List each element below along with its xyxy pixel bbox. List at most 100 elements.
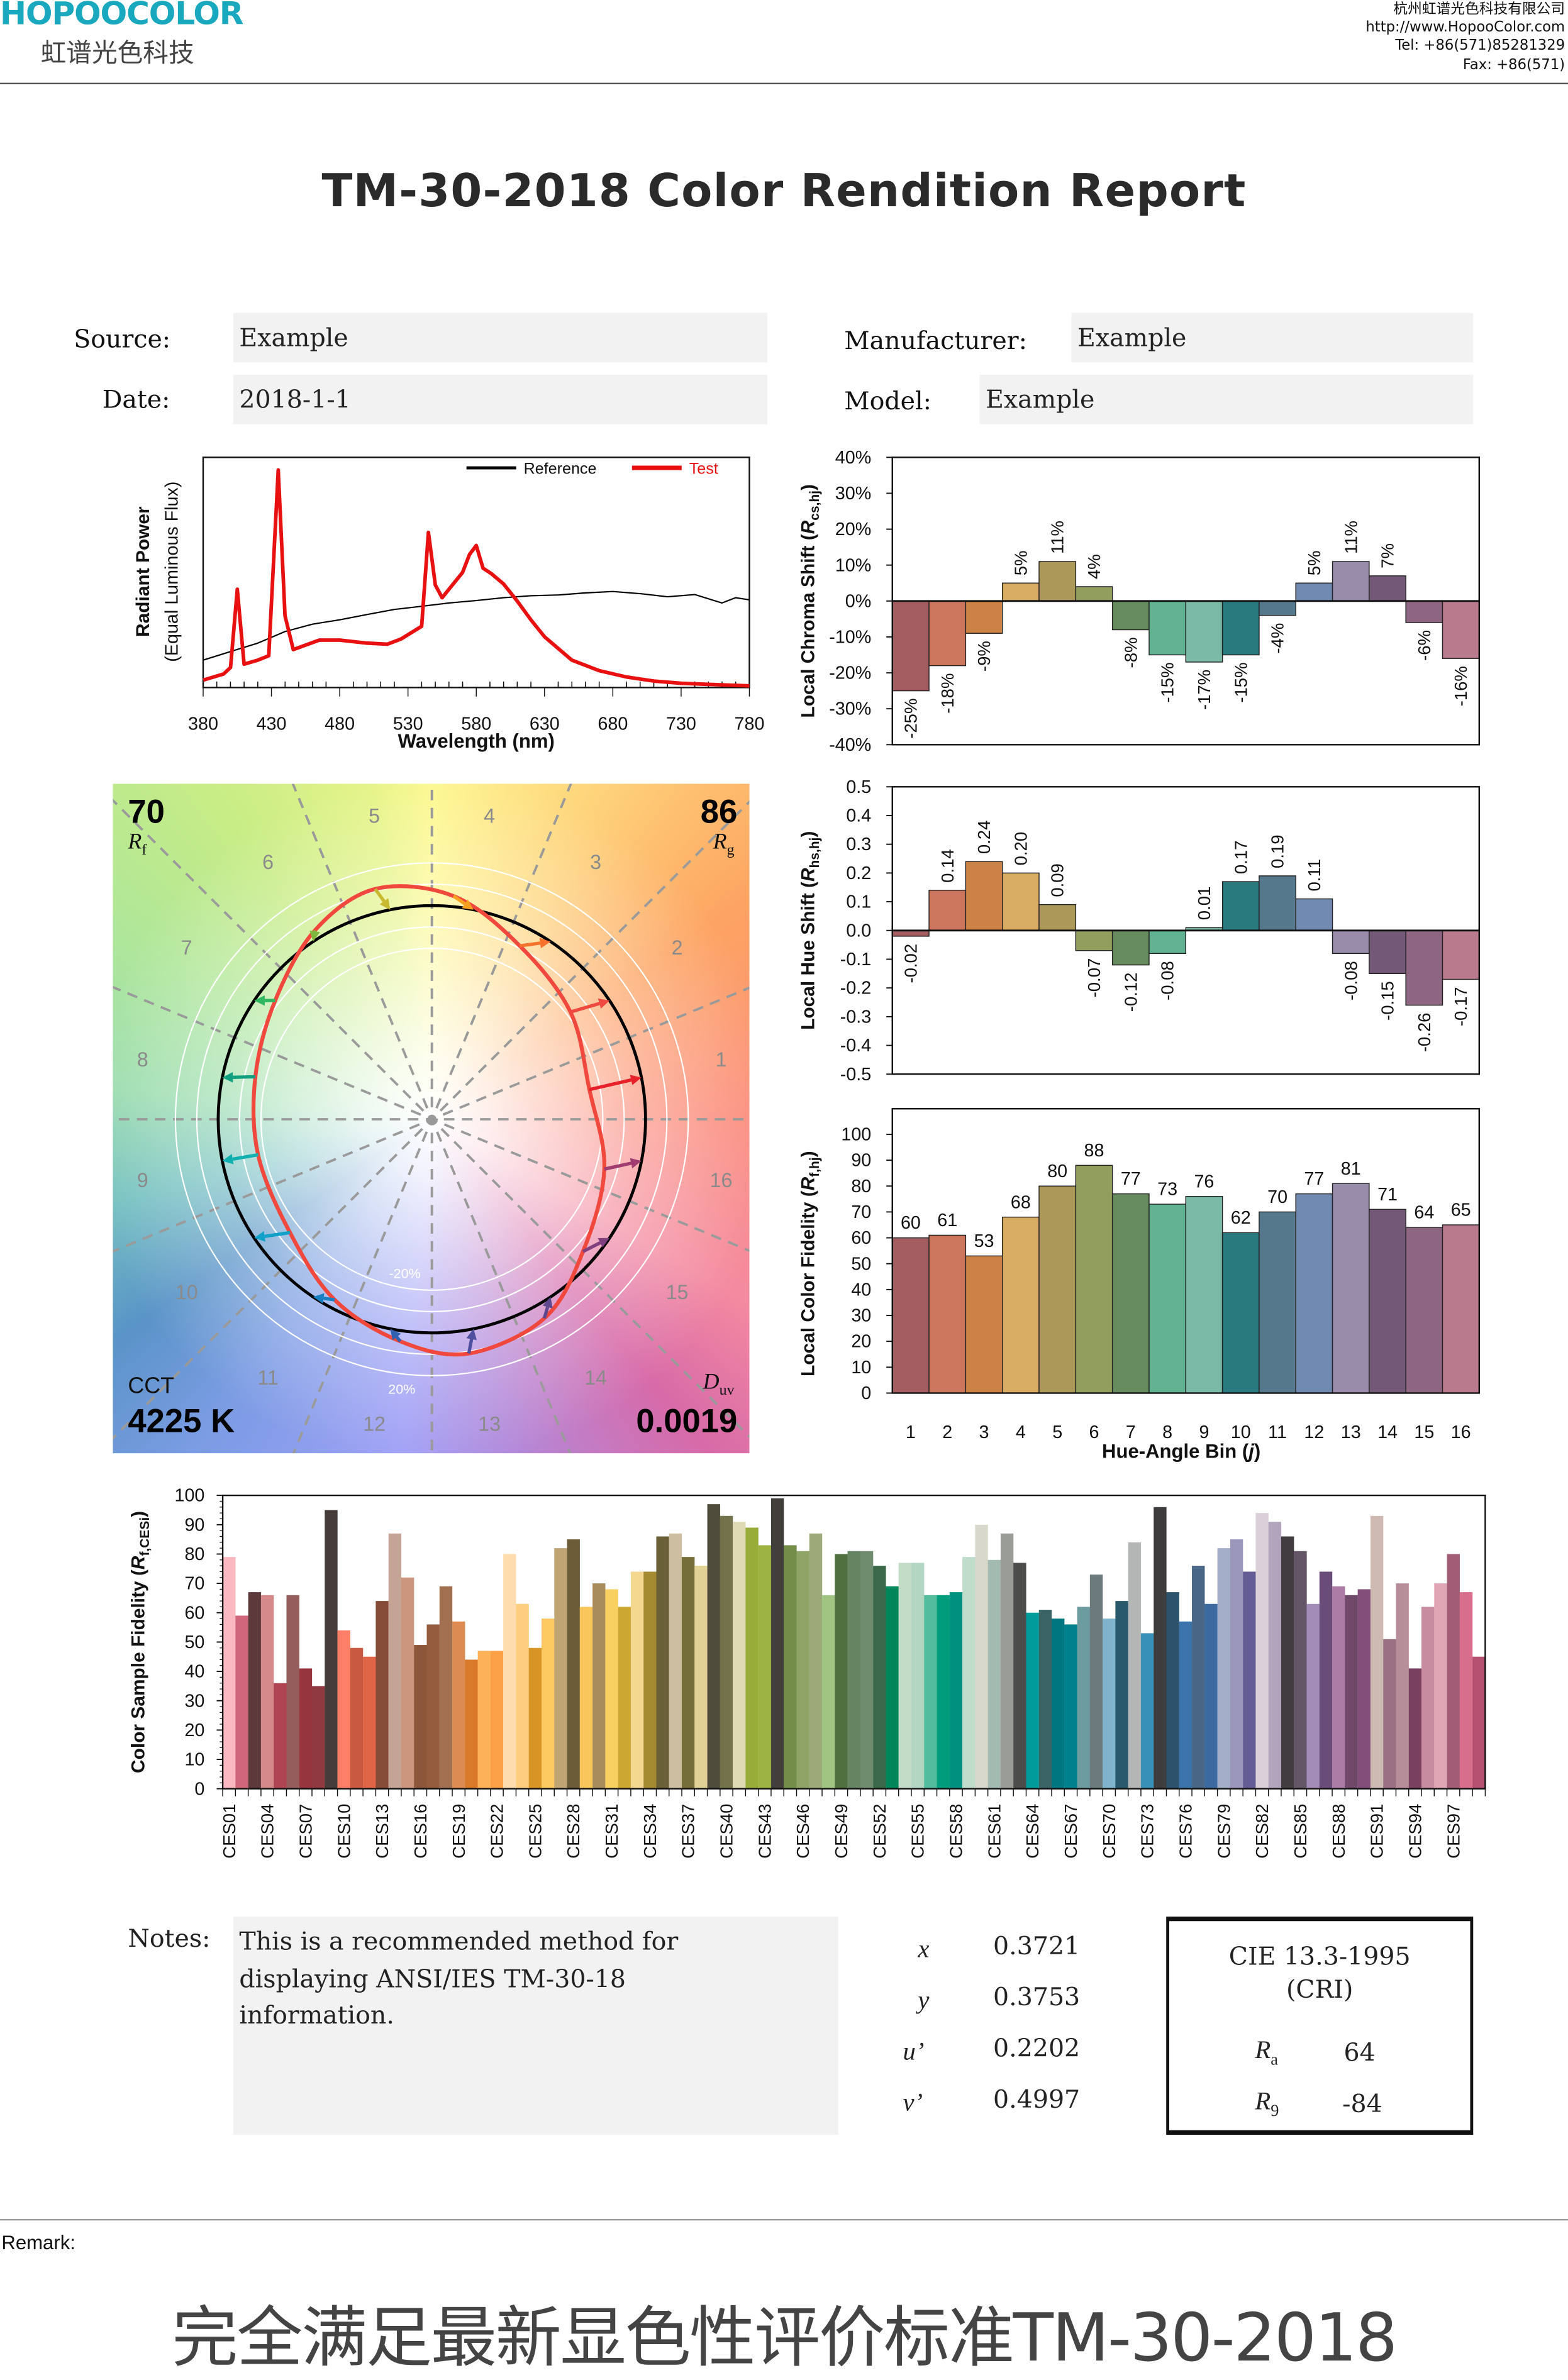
ces-bar [682,1557,694,1789]
ra-value: 64 [1344,2039,1376,2067]
bin-tick-label: 2 [942,1422,952,1442]
bar [1443,1225,1479,1393]
x-tick-label: CES10 [334,1804,353,1859]
bin-tick-label: 3 [979,1422,989,1442]
ces-bar [899,1563,911,1788]
chroma-v-value: 0.4997 [993,2085,1080,2113]
ces-bar [554,1548,567,1789]
y-tick-label: 40% [835,448,871,468]
y-tick-label: -20% [829,663,871,684]
bar [1333,931,1369,954]
ces-bar [1077,1607,1090,1788]
ces-bar [1128,1542,1141,1789]
bar [1259,876,1296,931]
y-axis-label-sub: f,CESi [138,1517,152,1556]
ces-bar [1179,1622,1192,1789]
ces-bar [363,1657,375,1789]
y-tick-label: 40 [184,1662,204,1682]
bar-data-label: -15% [1158,662,1177,702]
x-tick-label: CES70 [1099,1804,1119,1859]
bar [1406,1227,1442,1393]
y-tick-label: 90 [851,1151,871,1171]
bar-data-label: -6% [1415,630,1434,661]
bar-data-label: 0.01 [1194,887,1214,921]
bin-tick-label: 4 [1016,1422,1026,1442]
bin-tick-label: 5 [1052,1422,1062,1442]
ces-bar [542,1619,554,1789]
ces-bar [440,1586,452,1789]
y-tick-label: -0.4 [840,1036,871,1056]
x-tick-label: CES85 [1291,1804,1310,1859]
y-tick-label: 50 [184,1632,204,1652]
notes-box[interactable]: This is a recommended method for display… [233,1917,838,2135]
bar [1296,1194,1332,1393]
bar [965,1256,1002,1393]
ces-bar [516,1604,528,1789]
x-tick-label: CES19 [449,1804,469,1859]
bar-data-label: 88 [1084,1141,1104,1161]
x-axis-label: Wavelength (nm) [398,730,555,752]
x-axis-label: Hue-Angle Bin (j) [1102,1440,1260,1462]
ces-bar [1090,1575,1103,1789]
bar [1296,583,1332,601]
y-tick-label: 20 [851,1332,871,1352]
y-axis-label: Local Chroma Shift (Rcs,hj) [798,484,821,718]
chroma-v-label: v’ [903,2088,923,2118]
bar-data-label: 73 [1157,1180,1177,1200]
bar [929,890,965,931]
bar-data-label: -9% [974,641,994,672]
x-tick-label: CES43 [755,1804,774,1859]
remark-label: Remark: [1,2231,75,2254]
r9-value: -84 [1342,2089,1382,2118]
bar-data-label: 65 [1451,1200,1471,1220]
ces-bar [235,1615,248,1788]
ces-bar [1167,1592,1179,1789]
y-tick-label: -0.5 [840,1065,871,1085]
ces-bar [286,1595,299,1789]
ces-bar [1115,1601,1128,1789]
r9-symbol: R9 [1255,2086,1279,2120]
ces-bar [1013,1563,1026,1788]
y-axis-label-close: ) [798,484,818,490]
ces-bar [1421,1607,1434,1788]
x-tick-label: CES28 [564,1804,583,1859]
notes-label: Notes: [128,1924,210,1952]
x-tick-label: 730 [666,714,696,734]
x-tick-label: CES46 [793,1804,813,1859]
spectrum-plot-frame [203,457,749,687]
ces-bar [312,1686,325,1788]
bar [1039,905,1076,931]
bar [1223,601,1259,655]
ces-bar [1409,1668,1421,1788]
y-axis-label-var: R [798,1176,818,1190]
ces-bar [1396,1583,1408,1789]
bar-data-label: 70 [1267,1187,1287,1207]
cie-cri-box: CIE 13.3-1995 (CRI) Ra 64 R9 -84 [1166,1917,1473,2135]
ces-bar [720,1516,733,1789]
y-axis-label-text: Local Color Fidelity ( [798,1190,818,1376]
ces-bar [848,1551,860,1789]
x-axis-label-text: Hue-Angle Bin ( [1102,1440,1249,1462]
bar [965,861,1002,931]
bar-data-label: 0.09 [1048,863,1067,897]
ces-bar [1371,1516,1383,1789]
y-axis-label-sub: f,hj [808,1157,822,1176]
bar-data-label: 7% [1378,543,1398,568]
ces-bar [427,1624,440,1788]
ces-bar [1154,1507,1166,1789]
bar-data-label: 0.17 [1231,841,1250,875]
bar-data-label: -0.02 [901,944,920,983]
y-tick-label: 80 [851,1176,871,1197]
bar-data-label: -25% [901,699,920,739]
x-tick-label: 430 [257,714,287,734]
ces-bar [835,1554,847,1788]
y-tick-label: 90 [184,1515,204,1535]
bar [1443,931,1479,980]
y-tick-label: 30 [851,1306,871,1326]
ces-bar [759,1545,771,1788]
chroma-y-value: 0.3753 [993,1983,1080,2011]
ces-bar [1052,1619,1064,1789]
bin-tick-label: 12 [1304,1422,1324,1442]
x-tick-label: 680 [598,714,628,734]
